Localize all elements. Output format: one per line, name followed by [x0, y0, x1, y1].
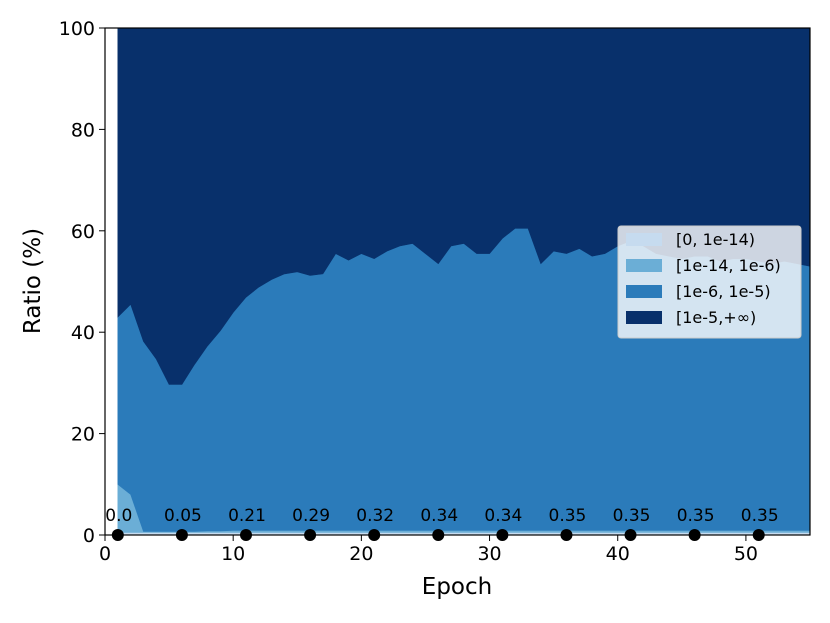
annotation-label: 0.35 [613, 506, 651, 526]
plot-frame [104, 27, 811, 536]
annotation-label: 0.05 [164, 506, 202, 526]
annotation-label: 0.34 [420, 506, 458, 526]
legend-swatch [626, 233, 662, 246]
y-tick-label: 80 [71, 119, 95, 141]
annotation-label: 0.0 [105, 506, 132, 526]
legend-swatch [626, 311, 662, 324]
annotation-label: 0.35 [549, 506, 587, 526]
legend-label: [1e-6, 1e-5) [676, 282, 771, 301]
legend-swatch [626, 285, 662, 298]
legend: [0, 1e-14) [1e-14, 1e-6) [1e-6, 1e-5) [1e-5… [617, 225, 802, 339]
legend-swatch [626, 259, 662, 272]
legend-label: [1e-5,+∞) [676, 308, 756, 327]
legend-label: [0, 1e-14) [676, 230, 755, 249]
y-tick-label: 100 [59, 18, 95, 40]
x-tick-label: 20 [349, 543, 373, 565]
x-axis-title: Epoch [422, 574, 492, 600]
annotation-markers [111, 529, 765, 541]
y-axis: 0 20 40 60 80 100 [59, 18, 105, 547]
y-axis-title: Ratio (%) [20, 228, 46, 334]
x-tick-label: 40 [606, 543, 630, 565]
annotation-label: 0.32 [356, 506, 394, 526]
annotation-label: 0.35 [741, 506, 779, 526]
annotation-label: 0.35 [677, 506, 715, 526]
annotation-labels: 0.0 0.05 0.21 0.29 0.32 0.34 0.34 0.35 0.35 0.35 0… [105, 506, 778, 526]
x-tick-label: 0 [99, 543, 111, 565]
annotation-label: 0.21 [228, 506, 266, 526]
y-tick-label: 40 [71, 322, 95, 344]
legend-box [617, 225, 802, 339]
annotation-label: 0.34 [484, 506, 522, 526]
y-tick-label: 0 [83, 525, 95, 547]
x-tick-label: 30 [477, 543, 501, 565]
x-tick-label: 50 [734, 543, 758, 565]
x-tick-label: 10 [221, 543, 245, 565]
y-tick-label: 20 [71, 424, 95, 446]
x-axis: 0 10 20 30 40 50 [99, 535, 758, 565]
annotation-label: 0.29 [292, 506, 330, 526]
y-tick-label: 60 [71, 221, 95, 243]
legend-label: [1e-14, 1e-6) [676, 256, 781, 275]
